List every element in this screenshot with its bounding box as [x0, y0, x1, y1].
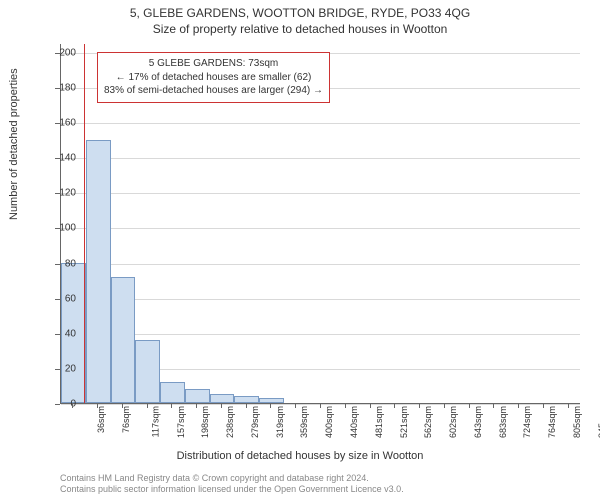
grid-line: [61, 334, 580, 335]
x-tick-mark: [345, 403, 346, 408]
y-tick-mark: [55, 123, 60, 124]
plot-area: 5 GLEBE GARDENS: 73sqm← 17% of detached …: [60, 44, 580, 404]
title-main: 5, GLEBE GARDENS, WOOTTON BRIDGE, RYDE, …: [0, 0, 600, 20]
y-tick-label: 140: [46, 153, 76, 164]
y-tick-label: 80: [46, 258, 76, 269]
attribution-line2: Contains public sector information licen…: [60, 484, 404, 496]
x-tick-mark: [270, 403, 271, 408]
y-tick-mark: [55, 264, 60, 265]
x-tick-mark: [171, 403, 172, 408]
x-tick-mark: [122, 403, 123, 408]
x-tick-mark: [221, 403, 222, 408]
y-tick-label: 160: [46, 118, 76, 129]
x-tick-label: 198sqm: [200, 406, 210, 438]
x-axis-label: Distribution of detached houses by size …: [0, 450, 600, 462]
y-tick-label: 40: [46, 328, 76, 339]
x-tick-label: 157sqm: [176, 406, 186, 438]
annotation-line3: 83% of semi-detached houses are larger (…: [104, 84, 323, 98]
y-tick-mark: [55, 299, 60, 300]
reference-line: [84, 44, 85, 403]
x-tick-mark: [394, 403, 395, 408]
x-tick-mark: [568, 403, 569, 408]
attribution-line1: Contains HM Land Registry data © Crown c…: [60, 473, 404, 485]
x-tick-label: 602sqm: [448, 406, 458, 438]
histogram-bar: [111, 277, 136, 403]
x-tick-mark: [493, 403, 494, 408]
y-tick-label: 180: [46, 82, 76, 93]
x-tick-label: 359sqm: [300, 406, 310, 438]
x-tick-label: 562sqm: [423, 406, 433, 438]
x-tick-mark: [320, 403, 321, 408]
y-tick-label: 100: [46, 223, 76, 234]
x-tick-label: 764sqm: [547, 406, 557, 438]
x-tick-label: 683sqm: [498, 406, 508, 438]
grid-line: [61, 158, 580, 159]
x-tick-mark: [444, 403, 445, 408]
x-tick-mark: [295, 403, 296, 408]
x-tick-label: 805sqm: [572, 406, 582, 438]
histogram-bar: [185, 389, 210, 403]
x-tick-mark: [72, 403, 73, 408]
histogram-bar: [160, 382, 185, 403]
y-tick-mark: [55, 404, 60, 405]
title-sub: Size of property relative to detached ho…: [0, 20, 600, 36]
histogram-bar: [135, 340, 160, 403]
histogram-bar: [234, 396, 259, 403]
grid-line: [61, 299, 580, 300]
x-tick-label: 481sqm: [374, 406, 384, 438]
x-tick-label: 76sqm: [121, 406, 131, 433]
y-tick-label: 60: [46, 293, 76, 304]
x-tick-mark: [97, 403, 98, 408]
x-tick-label: 319sqm: [275, 406, 285, 438]
x-tick-mark: [518, 403, 519, 408]
annotation-line2: ← 17% of detached houses are smaller (62…: [104, 71, 323, 85]
chart-container: 5, GLEBE GARDENS, WOOTTON BRIDGE, RYDE, …: [0, 0, 600, 500]
x-tick-mark: [469, 403, 470, 408]
x-tick-mark: [370, 403, 371, 408]
x-tick-label: 238sqm: [225, 406, 235, 438]
y-tick-mark: [55, 53, 60, 54]
y-tick-label: 120: [46, 188, 76, 199]
x-tick-mark: [196, 403, 197, 408]
x-tick-label: 724sqm: [522, 406, 532, 438]
grid-line: [61, 123, 580, 124]
y-tick-label: 20: [46, 363, 76, 374]
y-tick-mark: [55, 369, 60, 370]
annotation-box: 5 GLEBE GARDENS: 73sqm← 17% of detached …: [97, 52, 330, 103]
y-tick-mark: [55, 88, 60, 89]
grid-line: [61, 193, 580, 194]
x-tick-label: 845sqm: [597, 406, 600, 438]
x-tick-label: 440sqm: [349, 406, 359, 438]
grid-line: [61, 264, 580, 265]
y-tick-mark: [55, 158, 60, 159]
attribution: Contains HM Land Registry data © Crown c…: [60, 473, 404, 496]
x-tick-label: 279sqm: [250, 406, 260, 438]
x-tick-mark: [419, 403, 420, 408]
grid-line: [61, 228, 580, 229]
x-tick-label: 36sqm: [96, 406, 106, 433]
y-tick-label: 200: [46, 47, 76, 58]
histogram-bar: [86, 140, 111, 403]
histogram-bar: [259, 398, 284, 403]
x-tick-mark: [246, 403, 247, 408]
x-tick-label: 521sqm: [399, 406, 409, 438]
x-tick-mark: [147, 403, 148, 408]
histogram-bar: [210, 394, 235, 403]
x-tick-mark: [543, 403, 544, 408]
y-tick-mark: [55, 334, 60, 335]
y-tick-mark: [55, 193, 60, 194]
y-axis-label: Number of detached properties: [8, 68, 20, 220]
annotation-line1: 5 GLEBE GARDENS: 73sqm: [104, 57, 323, 71]
y-tick-mark: [55, 228, 60, 229]
x-tick-label: 117sqm: [150, 406, 160, 437]
x-tick-label: 400sqm: [324, 406, 334, 438]
x-tick-label: 643sqm: [473, 406, 483, 438]
